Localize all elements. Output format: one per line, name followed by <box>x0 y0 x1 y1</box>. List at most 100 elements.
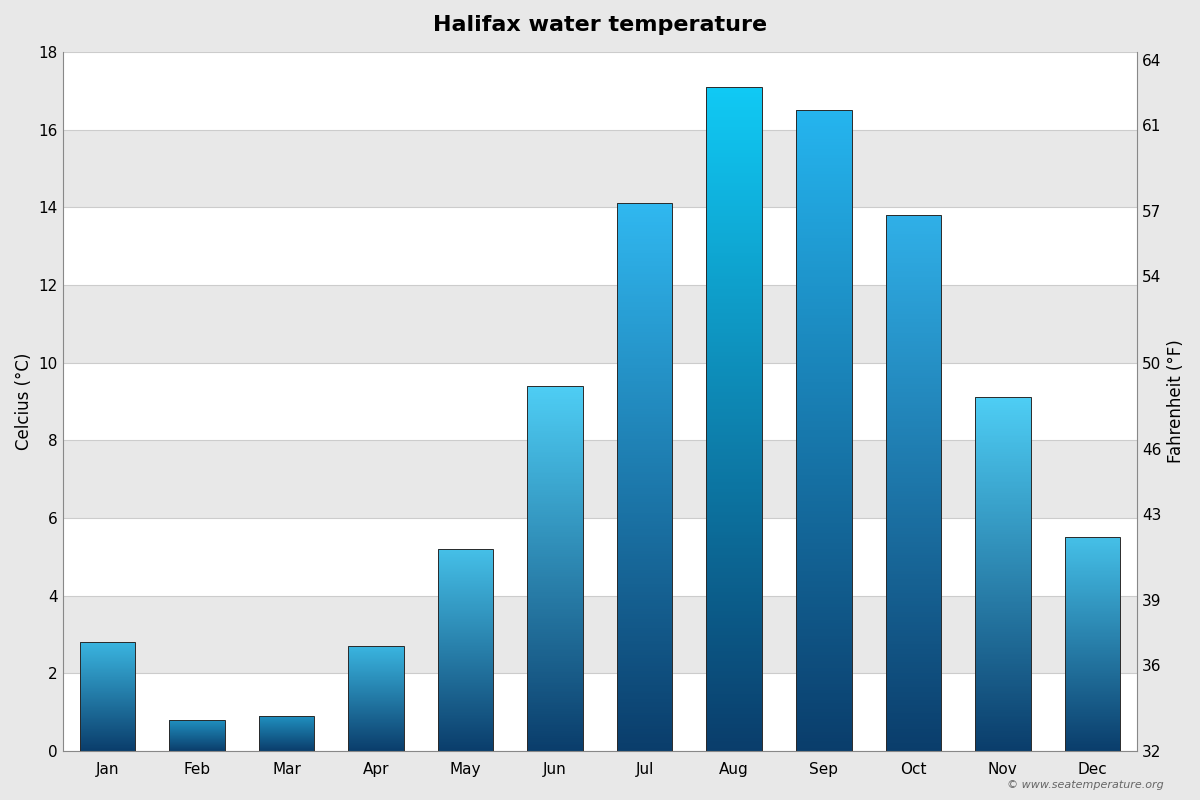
Bar <box>707 299 762 302</box>
Bar <box>976 611 1031 613</box>
Bar <box>796 603 852 606</box>
Bar <box>707 452 762 455</box>
Bar <box>528 492 583 494</box>
Bar <box>438 710 493 711</box>
Bar <box>796 232 852 235</box>
Bar <box>886 293 941 295</box>
Bar <box>438 736 493 737</box>
Bar <box>617 502 672 505</box>
Bar <box>617 669 672 671</box>
Bar <box>976 434 1031 436</box>
Bar <box>976 405 1031 406</box>
Bar <box>886 603 941 606</box>
Bar <box>617 496 672 499</box>
Bar <box>976 454 1031 456</box>
Bar <box>886 734 941 738</box>
Bar <box>796 462 852 466</box>
Bar <box>1064 702 1120 703</box>
Bar <box>976 415 1031 417</box>
Bar <box>1064 641 1120 642</box>
Bar <box>796 677 852 681</box>
Bar <box>707 216 762 220</box>
Bar <box>528 450 583 451</box>
Bar <box>438 742 493 744</box>
Bar <box>1064 653 1120 654</box>
Bar <box>886 432 941 434</box>
Bar <box>796 312 852 315</box>
Bar <box>886 330 941 333</box>
Bar <box>528 539 583 541</box>
Bar <box>976 719 1031 721</box>
Bar <box>707 634 762 638</box>
Bar <box>707 134 762 137</box>
Bar <box>886 531 941 534</box>
Bar <box>886 424 941 426</box>
Bar <box>617 400 672 403</box>
Bar <box>976 673 1031 675</box>
Bar <box>528 490 583 492</box>
Bar <box>886 279 941 282</box>
Bar <box>528 479 583 481</box>
Bar <box>1064 608 1120 609</box>
Bar <box>796 581 852 584</box>
Bar <box>1064 679 1120 681</box>
Bar <box>886 673 941 676</box>
Bar <box>1064 748 1120 749</box>
Bar <box>617 428 672 430</box>
Bar <box>707 455 762 458</box>
Bar <box>976 629 1031 630</box>
Bar <box>796 418 852 421</box>
Bar <box>707 575 762 578</box>
Bar <box>976 579 1031 582</box>
Bar <box>707 622 762 625</box>
Bar <box>528 422 583 424</box>
Bar <box>438 747 493 748</box>
Bar <box>617 661 672 663</box>
Bar <box>886 496 941 499</box>
Bar <box>617 310 672 313</box>
Bar <box>528 586 583 589</box>
Bar <box>886 486 941 488</box>
Bar <box>528 652 583 654</box>
Bar <box>796 606 852 610</box>
Bar <box>1064 595 1120 596</box>
Bar <box>976 680 1031 682</box>
Bar <box>796 693 852 697</box>
Bar <box>438 665 493 666</box>
Bar <box>707 545 762 548</box>
Bar <box>886 633 941 636</box>
Bar <box>528 659 583 662</box>
Bar <box>438 670 493 671</box>
Bar <box>528 626 583 629</box>
Bar <box>438 659 493 660</box>
Bar <box>528 541 583 543</box>
Bar <box>438 691 493 692</box>
Bar <box>976 525 1031 526</box>
Bar <box>438 699 493 701</box>
Bar <box>707 166 762 170</box>
Text: © www.seatemperature.org: © www.seatemperature.org <box>1007 779 1164 790</box>
Bar <box>528 606 583 609</box>
Bar <box>796 600 852 603</box>
Bar <box>1064 579 1120 580</box>
Bar <box>438 714 493 715</box>
Bar <box>886 678 941 682</box>
Bar <box>886 306 941 309</box>
Bar <box>528 716 583 718</box>
Bar <box>528 727 583 729</box>
Bar <box>976 576 1031 578</box>
Bar <box>796 165 852 168</box>
Bar <box>976 648 1031 650</box>
Bar <box>976 597 1031 599</box>
Bar <box>528 634 583 636</box>
Bar <box>1064 723 1120 724</box>
Bar <box>1064 606 1120 608</box>
Bar <box>438 726 493 728</box>
Bar <box>617 650 672 652</box>
Bar <box>886 668 941 670</box>
Bar <box>528 680 583 682</box>
Bar <box>707 143 762 146</box>
Bar <box>617 586 672 590</box>
Bar <box>707 651 762 654</box>
Bar <box>707 642 762 645</box>
